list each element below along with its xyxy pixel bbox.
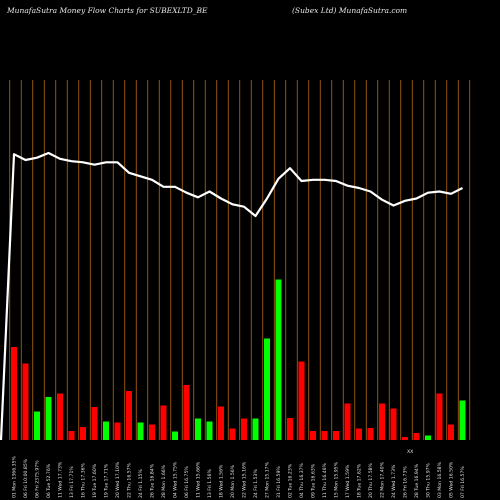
money-flow-bar — [241, 418, 247, 440]
money-flow-bar — [344, 403, 351, 440]
x-tick-label: 11 Wed 15.66% — [196, 461, 202, 498]
money-flow-bar — [57, 393, 63, 440]
money-flow-bar — [195, 418, 201, 440]
x-tick-label: 30 Thu 15.97% — [426, 462, 432, 498]
x-tick-label: 13 Fri 17.71% — [69, 466, 75, 498]
money-flow-bar — [80, 427, 86, 440]
price-line-path — [0, 151, 463, 441]
money-flow-bar — [390, 408, 397, 440]
money-flow-bar — [367, 427, 374, 440]
money-flow-bar — [206, 421, 213, 440]
x-tick-label: 04 Wed 15.75% — [173, 461, 179, 498]
chart-title-left: MunafaSutra Money Flow Charts for SUBEXL… — [7, 6, 208, 15]
money-flow-bar — [252, 418, 259, 440]
money-flow-bar — [11, 346, 17, 440]
money-flow-bars — [11, 279, 466, 440]
money-flow-bar — [229, 428, 236, 440]
x-extra-label: XX — [407, 449, 413, 455]
x-tick-label: 24 Fri 1.53% — [253, 469, 259, 498]
money-flow-bar — [425, 435, 431, 440]
x-tick-label: 18 Tue 17.62% — [357, 463, 363, 498]
x-tick-label: 20 Wed 17.10% — [115, 461, 121, 498]
x-tick-label: 06 Fri 10:00.85% — [23, 458, 29, 498]
x-tick-label: 26 Fri 16.73% — [403, 466, 409, 498]
money-flow-bar — [218, 406, 224, 440]
x-tick-label: 05 Wed 16.50% — [449, 461, 455, 498]
price-line — [0, 151, 463, 441]
money-flow-bar — [137, 422, 144, 440]
x-tick-label: 15 Mon 15.95% — [334, 461, 340, 498]
x-tick-label: 20 Thu 17.58% — [368, 462, 374, 498]
x-tick-label: 06 Tue 52.76% — [46, 463, 52, 498]
money-flow-bar — [172, 431, 178, 440]
x-tick-label: 22 Thu 16.57% — [127, 462, 133, 498]
x-tick-label: 20 Mon 1.56% — [230, 464, 236, 498]
money-flow-bar — [183, 385, 190, 440]
x-tick-label: 28 Tue 16.94% — [414, 463, 420, 498]
x-tick-label: 16 Thu 17.36% — [81, 462, 87, 498]
x-tick-label: 22 Mon 17.40% — [380, 461, 386, 498]
money-flow-bar — [149, 424, 155, 440]
x-tick-label: 17 Wed 1.59% — [345, 464, 351, 498]
money-flow-bar — [333, 430, 339, 440]
money-flow-bar — [310, 430, 316, 440]
money-flow-bar — [321, 430, 328, 440]
money-flow-bar — [264, 338, 270, 440]
x-tick-label: 24 Fri 1.15% — [138, 469, 144, 498]
x-tick-label: 09 Tue 16.63% — [311, 463, 317, 498]
money-flow-bar — [379, 403, 385, 440]
money-flow-bar — [275, 279, 282, 440]
x-tick-label: 22 Wed 15.16% — [242, 461, 248, 498]
x-tick-label: 03 Mon 16.58% — [437, 461, 443, 498]
money-flow-bar — [45, 397, 52, 440]
money-flow-bar — [160, 405, 167, 440]
x-tick-label: 02 Tue 16.23% — [288, 463, 294, 498]
money-flow-bar — [91, 407, 98, 440]
money-flow-bar — [459, 400, 466, 440]
x-tick-label: 04 Thu 16.37% — [299, 462, 305, 498]
money-flow-bar — [103, 421, 109, 440]
x-tick-label: 26 Tue 16.84% — [150, 463, 156, 498]
x-tick-label: 19 Tue 17.71% — [104, 463, 110, 498]
money-flow-bar — [448, 424, 454, 440]
x-tick-label: 13 Fri 1.56% — [207, 469, 213, 498]
money-flow-bar — [356, 428, 362, 440]
chart-title-right: (Subex Ltd) MunafaSutra.com — [292, 6, 408, 15]
x-tick-label: 27 Mon 15.17% — [265, 461, 271, 498]
money-flow-bar — [287, 417, 293, 440]
x-tick-label: 01 Mon 1366.35% — [12, 456, 18, 498]
money-flow-bar — [34, 411, 40, 440]
x-tick-label: 11 Wed 17.73% — [58, 461, 64, 498]
x-tick-label: 18 Wed 1.56% — [219, 464, 225, 498]
money-flow-bar — [68, 430, 75, 440]
x-tick-label: 31 Fri 16.59% — [276, 466, 282, 498]
x-tick-label: 24 Wed 1.73% — [391, 464, 397, 498]
money-flow-bar — [413, 433, 420, 440]
money-flow-bar — [126, 391, 132, 440]
x-tick-label: 11 Thu 16.46% — [322, 462, 328, 498]
x-tick-label: 19 Tue 17.60% — [92, 463, 98, 498]
x-axis-labels: 01 Mon 1366.35% 06 Fri 10:00.85% 06 Fri 23… — [12, 449, 467, 498]
gridlines — [9, 80, 471, 440]
money-flow-bar — [298, 361, 305, 440]
money-flow-bar — [402, 436, 408, 440]
x-tick-label: 28 Mon 1.66% — [161, 464, 167, 498]
money-flow-bar — [114, 422, 121, 440]
money-flow-bar — [436, 393, 443, 440]
money-flow-bar — [22, 363, 29, 440]
x-tick-label: 06 Fri 2375.97% — [35, 460, 41, 498]
x-tick-label: 06 Fri 16.75% — [184, 466, 190, 498]
x-tick-label: 07 Fri 16.57% — [460, 466, 466, 498]
